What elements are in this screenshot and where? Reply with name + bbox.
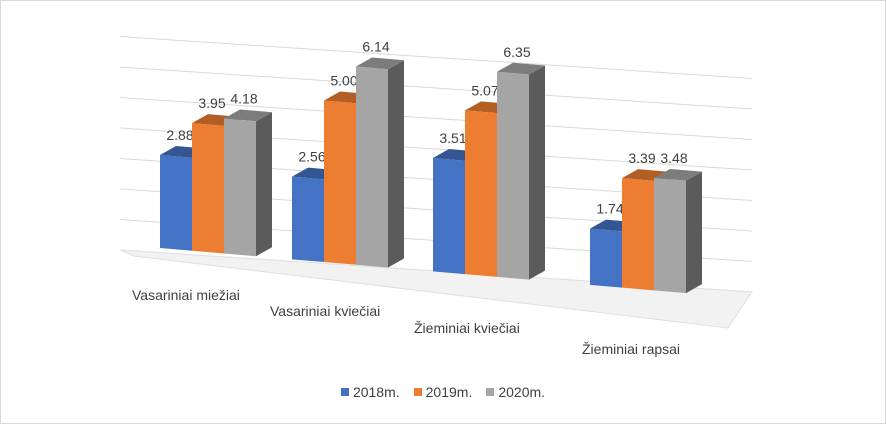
legend-item-2020: 2020m.: [486, 384, 545, 400]
data-label: 1.74: [596, 201, 623, 217]
bar-top: [356, 57, 404, 70]
category-label: Vasariniai kviečiai: [270, 303, 380, 319]
legend-label-2018: 2018m.: [352, 384, 400, 400]
data-label: 2.88: [166, 127, 193, 143]
bar: [292, 176, 324, 263]
bar-top: [654, 168, 702, 181]
category-label: Vasariniai miežiai: [132, 287, 240, 303]
bar-top: [497, 62, 545, 75]
data-label: 3.95: [198, 95, 225, 111]
data-label: 5.07: [471, 82, 498, 98]
gridline: [119, 97, 753, 140]
bar: [590, 228, 622, 288]
data-label: 3.39: [628, 150, 655, 166]
bar: [192, 123, 224, 254]
legend: 2018m. 2019m. 2020m.: [0, 384, 886, 400]
bar-top: [224, 109, 272, 122]
data-label: 3.51: [439, 130, 466, 146]
gridline: [119, 36, 753, 79]
bar: [324, 100, 356, 265]
gridline: [119, 66, 753, 110]
data-label: 6.14: [362, 38, 389, 54]
category-label: Žieminiai rapsai: [582, 341, 680, 357]
bar: [160, 154, 192, 251]
data-label: 6.35: [503, 44, 530, 60]
legend-item-2018: 2018m.: [340, 384, 400, 400]
bar-side: [529, 65, 545, 280]
bar: [622, 178, 654, 291]
data-label: 3.48: [660, 150, 687, 166]
legend-label-2019: 2019m.: [425, 384, 473, 400]
bar: [654, 177, 686, 294]
bar: [224, 118, 256, 257]
legend-swatch-2020: [486, 388, 495, 396]
bar-side: [388, 60, 404, 268]
bar: [433, 158, 465, 275]
bar-side: [686, 171, 702, 294]
bar: [356, 66, 388, 268]
legend-swatch-2018: [340, 388, 349, 396]
bar: [497, 71, 529, 280]
legend-label-2020: 2020m.: [498, 384, 546, 400]
data-label: 2.56: [298, 149, 325, 165]
data-label: 5.00: [330, 73, 357, 89]
bar-side: [256, 112, 272, 257]
legend-swatch-2019: [413, 388, 422, 396]
chart-floor: [119, 249, 753, 329]
category-label: Žieminiai kviečiai: [414, 320, 520, 336]
bar: [465, 110, 497, 277]
data-label: 4.18: [230, 90, 257, 106]
legend-item-2019: 2019m.: [413, 384, 473, 400]
